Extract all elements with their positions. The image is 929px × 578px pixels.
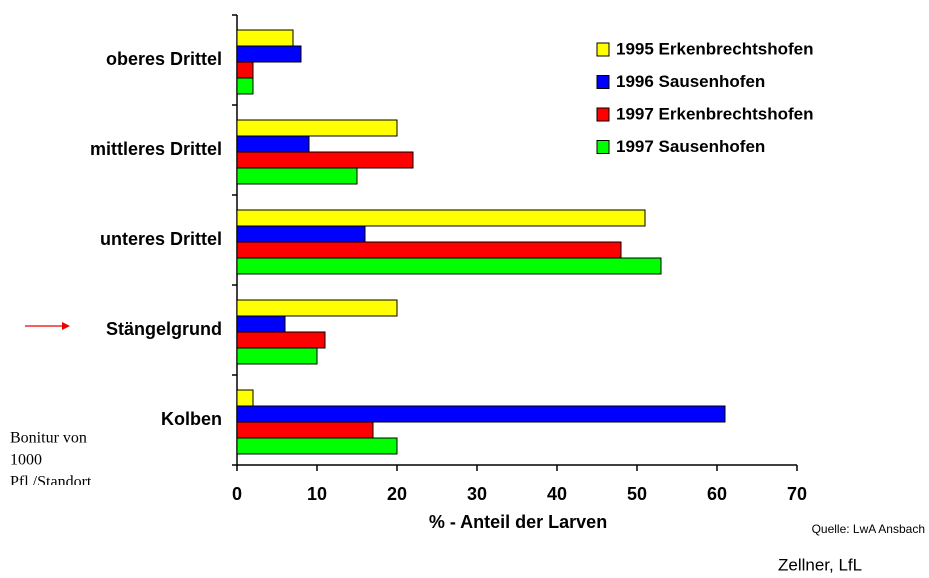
x-tick-label: 20 [387,484,407,504]
legend-swatch [596,42,610,57]
author: Zellner, LfL [778,555,862,574]
legend-label: 1997 Sausenhofen [616,137,765,156]
y-tick-label: unteres Drittel [100,229,222,249]
y-tick-label: oberes Drittel [106,49,222,69]
bar [236,45,302,63]
bar [236,405,726,423]
bar [236,331,326,349]
x-tick-label: 60 [707,484,727,504]
legend-swatch [596,75,610,89]
x-tick-label: 40 [547,484,567,504]
legend-label: 1997 Erkenbrechtshofen [616,104,813,123]
bar [236,347,318,365]
bar [236,77,254,95]
bar [236,257,662,275]
bar [236,151,414,169]
bar [236,225,366,243]
legend-swatch [596,140,610,154]
bar [236,437,398,455]
x-tick-label: 30 [467,484,487,504]
arrow-head [62,322,70,330]
note: 1000 [10,452,42,469]
x-tick-label: 0 [232,484,242,504]
x-tick-label: 50 [627,484,647,504]
bar [236,241,622,259]
bar [236,29,294,47]
x-axis-label: % - Anteil der Larven [429,512,607,532]
bar [236,167,358,185]
bar [236,119,398,137]
legend-label: 1996 Sausenhofen [616,72,765,91]
source: Quelle: LwA Ansbach [812,522,925,536]
note: Bonitur von [10,430,87,447]
note: Pfl /Standort [10,474,92,491]
y-tick-label: Kolben [161,409,222,429]
bar [236,209,646,227]
x-tick-label: 70 [787,484,807,504]
bar [236,389,254,407]
legend-label: 1995 Erkenbrechtshofen [616,39,813,58]
y-tick-label: Stängelgrund [106,319,222,339]
bar [236,315,286,333]
bar [236,421,374,439]
legend-swatch [596,107,610,122]
x-tick-label: 10 [307,484,327,504]
bar [236,299,398,317]
bar [236,61,254,79]
bar [236,135,310,153]
y-tick-label: mittleres Drittel [90,139,222,159]
